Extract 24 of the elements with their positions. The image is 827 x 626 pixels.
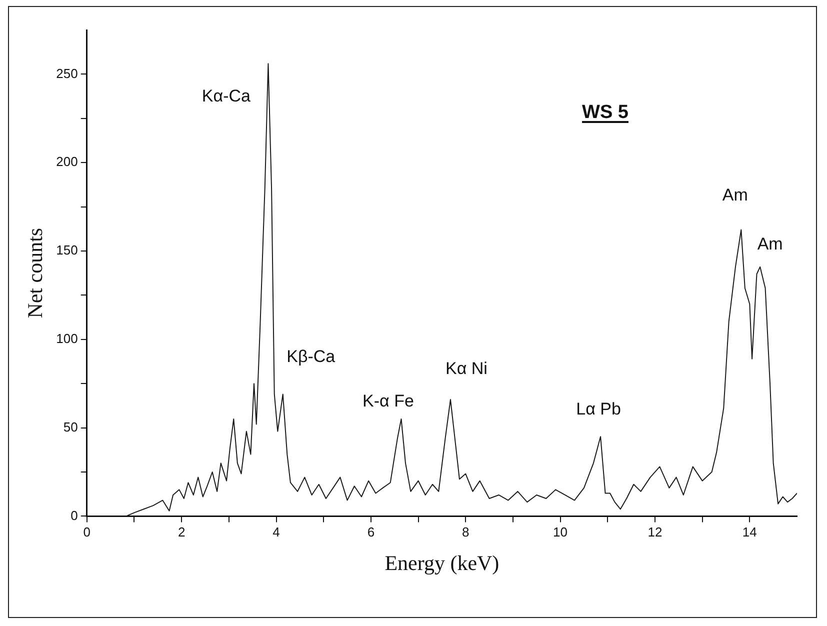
y-tick-label: 50 [63,419,78,434]
y-tick-label: 100 [56,330,78,346]
x-tick-label: 2 [178,524,186,540]
x-tick-label: 14 [742,524,757,540]
annotation: Kα Ni [445,359,488,378]
x-tick-label: 8 [462,524,470,540]
annotation: Kβ-Ca [286,346,336,366]
x-tick-label: 10 [553,524,568,540]
annotation: Kα-Ca [202,86,252,106]
x-tick-label: 4 [272,524,280,540]
annotation: K-α Fe [362,392,414,411]
text: WS 5 [582,102,628,124]
x-axis-title: Energy (keV) [384,550,500,575]
annotation: Am [722,185,748,204]
x-tick-label: 12 [648,524,662,540]
x-tick-label: 0 [83,524,91,540]
x-tick-label: 6 [367,524,375,540]
y-tick-label: 150 [56,242,78,258]
y-tick-label: 0 [70,508,78,523]
annotation: Lα Pb [576,399,621,418]
annotation: Am [757,234,783,254]
y-axis-title: Net counts [23,228,48,318]
y-tick-label: 200 [56,154,78,170]
y-tick-label: 250 [56,66,78,81]
